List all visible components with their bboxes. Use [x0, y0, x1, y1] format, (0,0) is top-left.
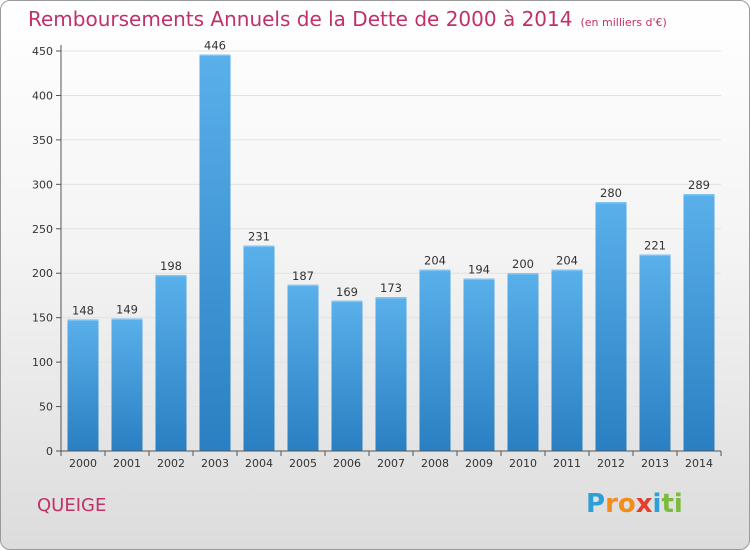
bar-top-edge	[375, 297, 407, 299]
bar-2001	[111, 318, 143, 451]
bar-2007	[375, 297, 407, 451]
value-label-2014: 289	[688, 178, 710, 192]
value-label-2007: 173	[380, 281, 402, 295]
proxiti-logo: Proxiti	[586, 489, 683, 519]
x-tick-label-2002: 2002	[157, 457, 185, 470]
value-label-2003: 446	[204, 39, 226, 53]
value-label-2001: 149	[116, 303, 138, 317]
value-label-2005: 187	[292, 269, 314, 283]
bar-top-edge	[67, 319, 99, 321]
y-tick-label: 300	[32, 178, 53, 191]
bar-top-edge	[155, 275, 187, 277]
x-tick-label-2007: 2007	[377, 457, 405, 470]
value-label-2010: 200	[512, 257, 534, 271]
y-tick-label: 400	[32, 89, 53, 102]
bar-top-edge	[331, 300, 363, 303]
y-tick-label: 250	[32, 223, 53, 236]
bar-top-edge	[551, 269, 583, 272]
x-tick-label-2011: 2011	[553, 457, 581, 470]
bar-top-edge	[595, 202, 627, 204]
bar-2000	[67, 319, 99, 451]
bar-2011	[551, 269, 583, 451]
bar-2009	[463, 278, 495, 451]
bar-2014	[683, 194, 715, 451]
y-tick-label: 100	[32, 356, 53, 369]
bar-top-edge	[199, 54, 231, 57]
bar-2012	[595, 202, 627, 451]
x-tick-label-2000: 2000	[69, 457, 97, 470]
y-tick-label: 150	[32, 312, 53, 325]
y-tick-label: 200	[32, 267, 53, 280]
y-tick-label: 0	[46, 445, 53, 458]
x-tick-label-2008: 2008	[421, 457, 449, 470]
bar-2013	[639, 254, 671, 451]
value-label-2006: 169	[336, 285, 358, 299]
value-labels: 148 149 198 446 231 187 169 173 204 194 200 204 280 2…	[72, 39, 710, 318]
x-tick-label-2006: 2006	[333, 457, 361, 470]
bar-top-edge	[463, 278, 495, 281]
bars	[67, 54, 715, 452]
value-label-2008: 204	[424, 254, 446, 268]
y-tick-label: 50	[39, 401, 53, 414]
value-label-2004: 231	[248, 230, 270, 244]
bar-top-edge	[639, 254, 671, 257]
x-tick-label-2014: 2014	[685, 457, 713, 470]
value-label-2013: 221	[644, 239, 666, 253]
x-tick-label-2005: 2005	[289, 457, 317, 470]
y-tick-label: 350	[32, 134, 53, 147]
bar-top-edge	[287, 284, 319, 287]
bar-top-edge	[507, 273, 539, 275]
x-tick-label-2004: 2004	[245, 457, 273, 470]
chart-unit-note: (en milliers d'€)	[580, 16, 667, 29]
bar-2010	[507, 273, 539, 451]
y-tick-label: 450	[32, 45, 53, 58]
bar-2002	[155, 275, 187, 451]
x-tick-label-2013: 2013	[641, 457, 669, 470]
bar-top-edge	[419, 269, 451, 272]
bar-2006	[331, 300, 363, 451]
commune-name: QUEIGE	[37, 495, 107, 516]
bar-2008	[419, 269, 451, 451]
value-label-2000: 148	[72, 303, 94, 317]
value-label-2009: 194	[468, 263, 490, 277]
x-tick-label-2010: 2010	[509, 457, 537, 470]
x-tick-label-2001: 2001	[113, 457, 141, 470]
value-label-2002: 198	[160, 259, 182, 273]
value-label-2011: 204	[556, 254, 578, 268]
bar-top-edge	[683, 194, 715, 196]
x-tick-label-2003: 2003	[201, 457, 229, 470]
bar-2005	[287, 284, 319, 451]
chart-title: Remboursements Annuels de la Dette de 20…	[28, 7, 667, 31]
bar-2004	[243, 245, 275, 451]
x-tick-label-2012: 2012	[597, 457, 625, 470]
x-tick-label-2009: 2009	[465, 457, 493, 470]
bar-top-edge	[111, 318, 143, 321]
bar-top-edge	[243, 245, 275, 248]
value-label-2012: 280	[600, 186, 622, 200]
chart-title-text: Remboursements Annuels de la Dette de 20…	[28, 7, 573, 31]
bar-2003	[199, 54, 231, 452]
